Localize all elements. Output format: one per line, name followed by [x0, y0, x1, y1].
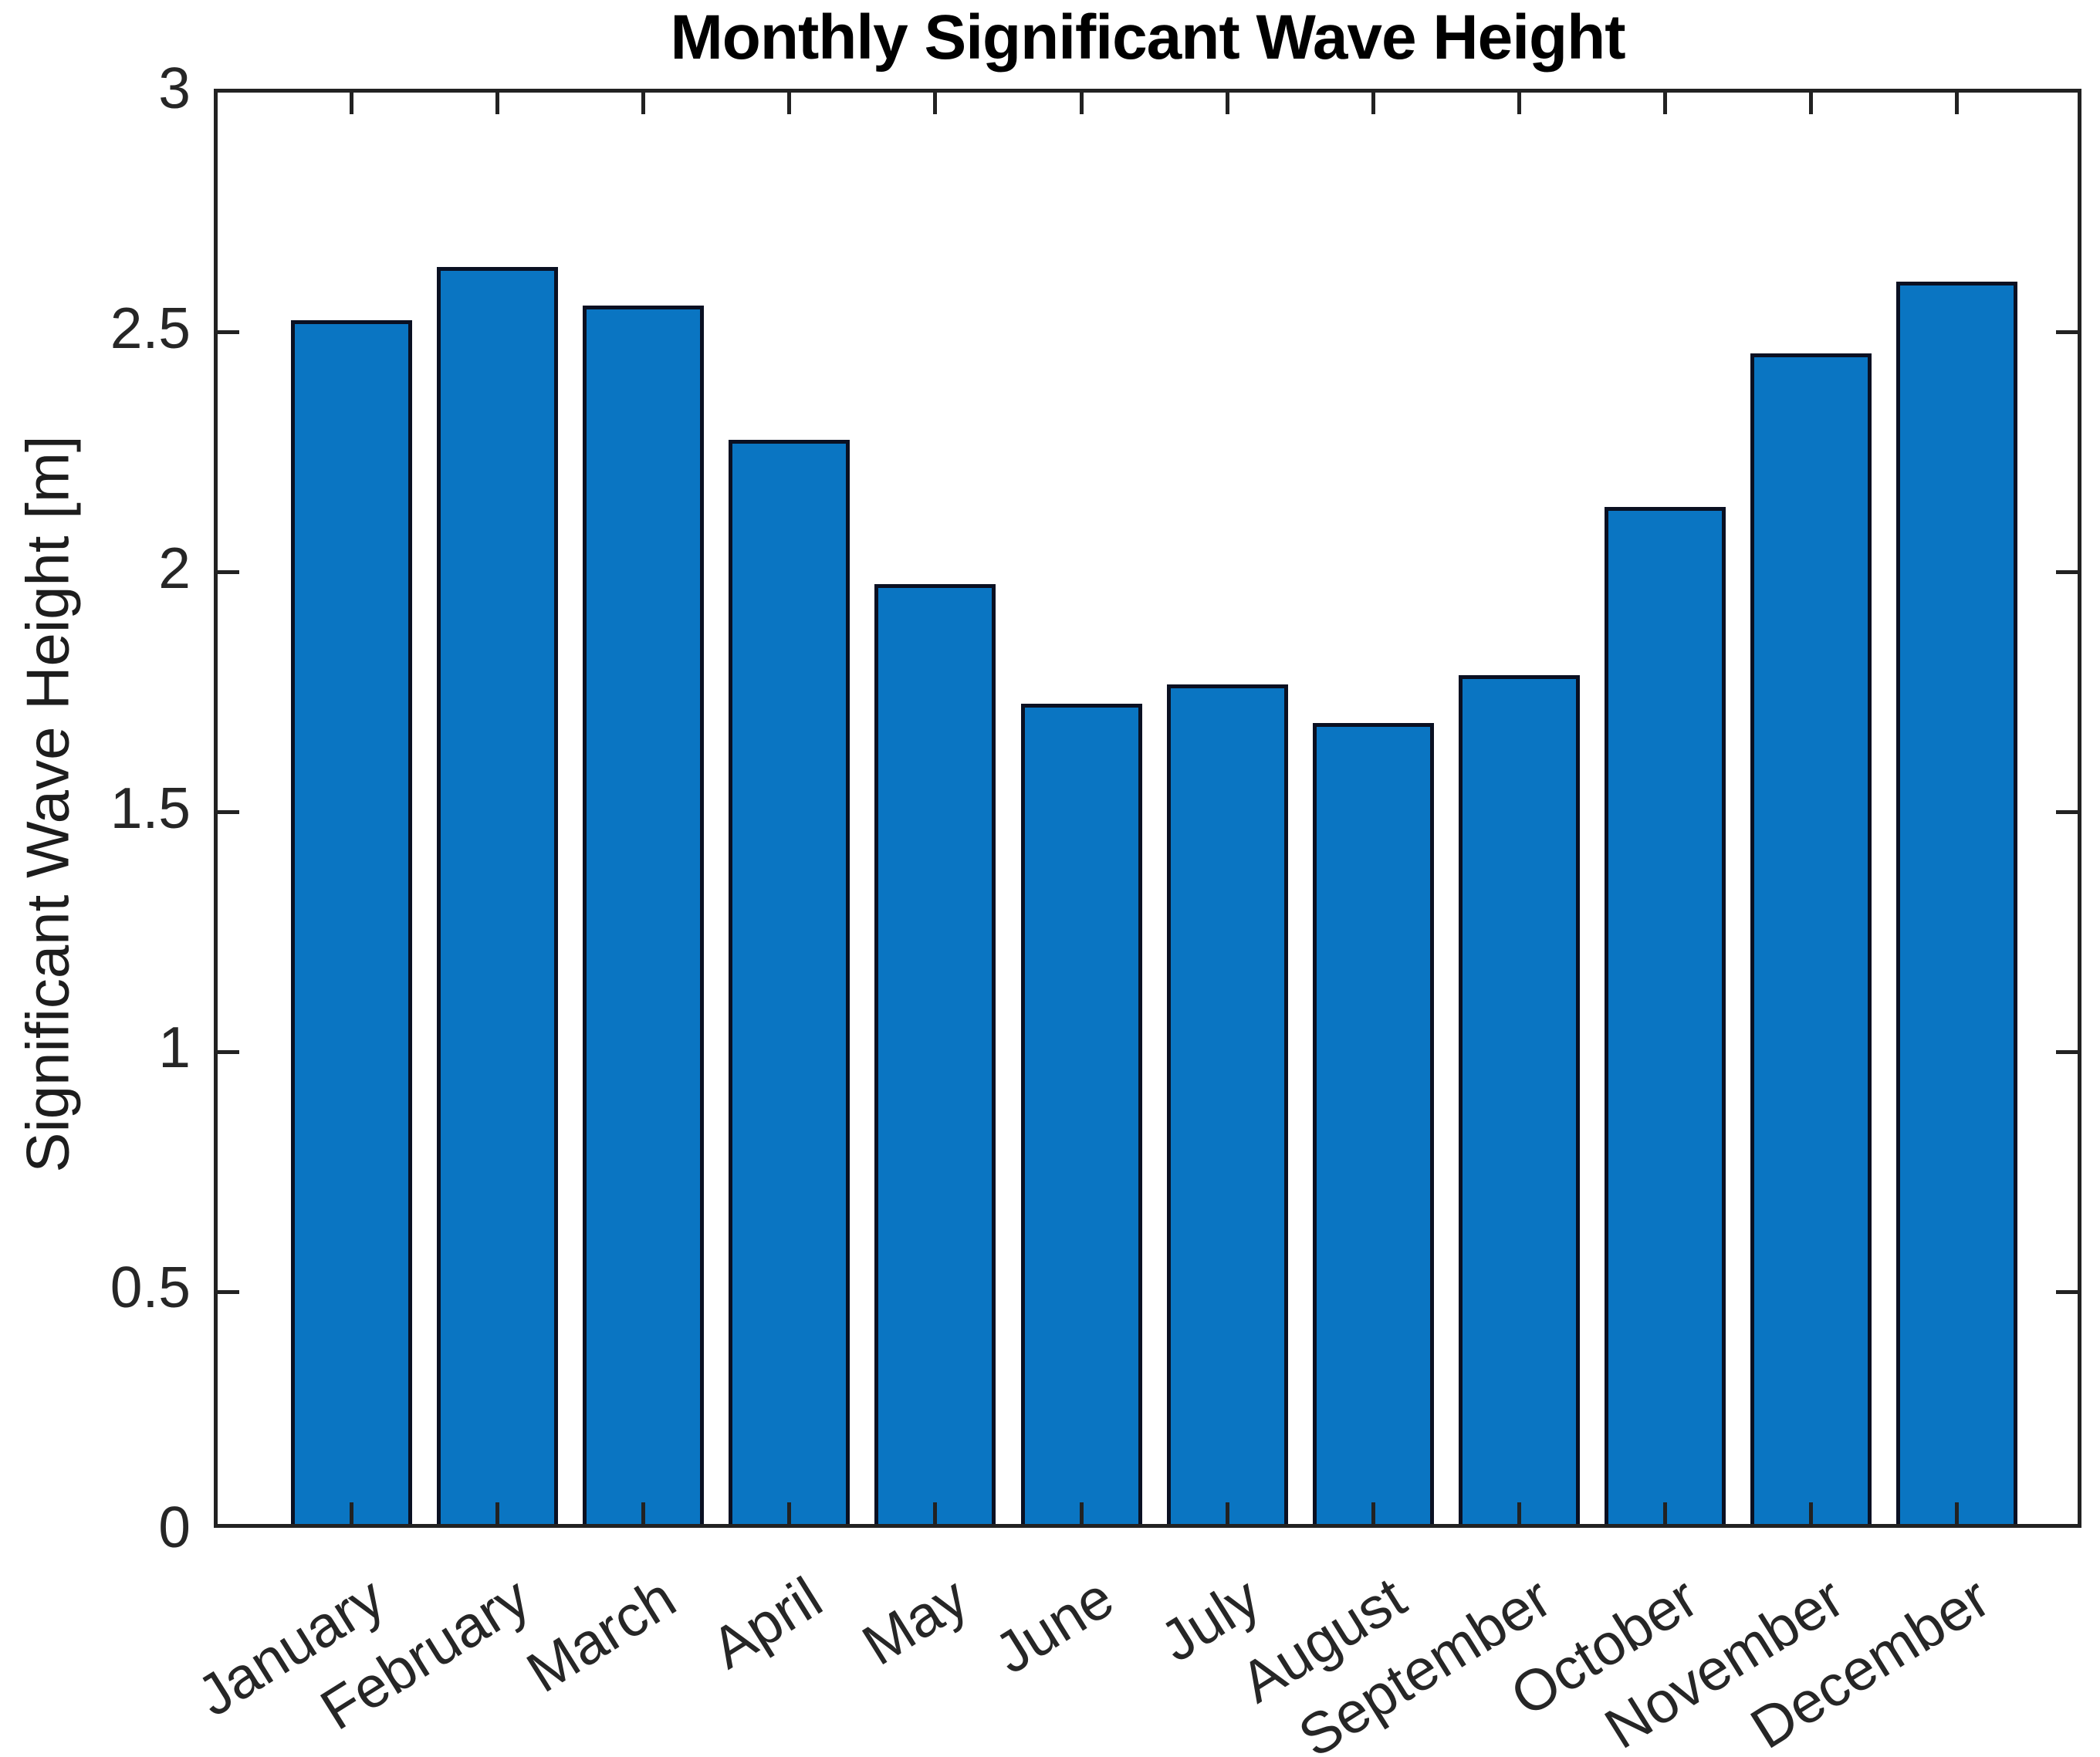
bar-july [1166, 684, 1288, 1524]
x-tick-label-may: May [851, 1564, 979, 1678]
bar-june [1020, 704, 1142, 1524]
x-tick-top-may [933, 93, 938, 114]
y-tick-left-1.5 [218, 810, 239, 814]
bar-april [729, 440, 850, 1524]
y-tick-label-0.5: 0.5 [110, 1255, 191, 1320]
x-tick-bottom-july [1225, 1502, 1229, 1524]
bar-august [1312, 723, 1434, 1524]
bar-february [437, 267, 559, 1524]
y-tick-label-1.5: 1.5 [110, 775, 191, 840]
bar-january [291, 320, 412, 1524]
x-tick-bottom-november [1809, 1502, 1813, 1524]
chart-title: Monthly Significant Wave Height [670, 2, 1626, 73]
x-tick-top-november [1809, 93, 1813, 114]
bar-december [1896, 282, 2018, 1524]
x-tick-bottom-april [787, 1502, 792, 1524]
x-tick-top-february [495, 93, 500, 114]
x-tick-top-august [1371, 93, 1375, 114]
x-tick-bottom-january [350, 1502, 353, 1524]
y-tick-label-3: 3 [158, 56, 191, 120]
x-tick-label-june: June [983, 1564, 1124, 1686]
y-tick-label-2: 2 [158, 535, 191, 600]
x-tick-top-september [1517, 93, 1521, 114]
y-tick-right-1 [2056, 1049, 2078, 1054]
x-tick-top-march [641, 93, 646, 114]
x-tick-top-january [350, 93, 353, 114]
y-tick-left-2.5 [218, 330, 239, 335]
x-tick-top-december [1955, 93, 1960, 114]
y-tick-left-2 [218, 570, 239, 575]
x-tick-bottom-june [1079, 1502, 1084, 1524]
x-tick-bottom-october [1662, 1502, 1667, 1524]
x-tick-bottom-february [495, 1502, 500, 1524]
y-tick-label-0: 0 [158, 1495, 191, 1559]
x-tick-bottom-september [1517, 1502, 1521, 1524]
y-tick-right-2 [2056, 570, 2078, 575]
x-tick-top-july [1225, 93, 1229, 114]
x-tick-label-march: March [516, 1564, 687, 1705]
y-tick-right-2.5 [2056, 330, 2078, 335]
y-tick-right-0.5 [2056, 1289, 2078, 1294]
x-tick-bottom-march [641, 1502, 646, 1524]
y-tick-left-0.5 [218, 1289, 239, 1294]
y-tick-right-1.5 [2056, 810, 2078, 814]
plot-area [214, 89, 2081, 1528]
bar-september [1458, 675, 1580, 1524]
x-tick-top-april [787, 93, 792, 114]
y-tick-label-1: 1 [158, 1015, 191, 1080]
bar-october [1604, 507, 1726, 1524]
bar-november [1750, 353, 1872, 1524]
x-tick-bottom-august [1371, 1502, 1375, 1524]
x-tick-bottom-december [1955, 1502, 1960, 1524]
bar-march [583, 306, 705, 1524]
y-tick-label-2.5: 2.5 [110, 295, 191, 360]
bar-may [874, 584, 996, 1524]
x-tick-label-april: April [699, 1564, 833, 1681]
y-tick-left-1 [218, 1049, 239, 1054]
x-tick-top-june [1079, 93, 1084, 114]
x-tick-top-october [1662, 93, 1667, 114]
x-tick-bottom-may [933, 1502, 938, 1524]
